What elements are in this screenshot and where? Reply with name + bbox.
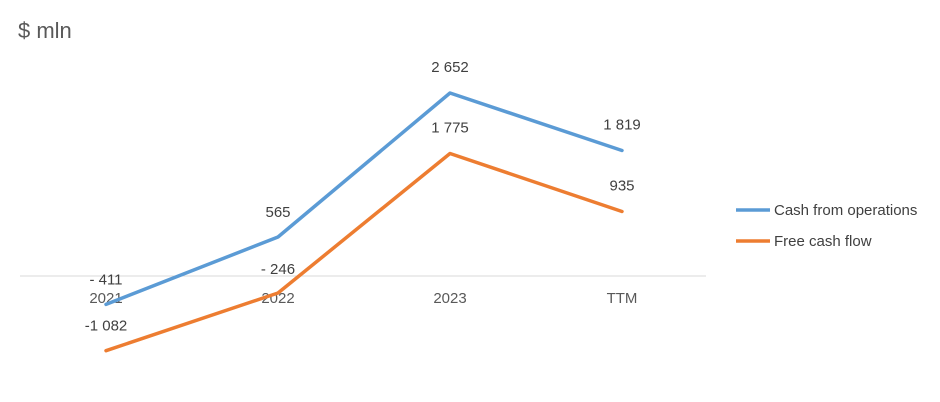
x-tick-label: 2023	[433, 290, 466, 307]
x-tick-label: TTM	[607, 290, 638, 307]
data-label: 935	[609, 177, 634, 194]
data-label: 565	[265, 204, 290, 221]
data-label: 1 775	[431, 120, 469, 137]
legend: Cash from operations Free cash flow	[736, 202, 917, 250]
data-label: 2 652	[431, 59, 469, 76]
series-line-free-cash-flow	[104, 151, 624, 353]
data-label: 1 819	[603, 116, 641, 133]
data-label: - 411	[89, 271, 122, 288]
series-line-cash-from-operations	[104, 91, 624, 307]
data-label: - 246	[261, 261, 295, 278]
legend-label: Cash from operations	[774, 202, 917, 219]
legend-label: Free cash flow	[774, 233, 872, 250]
data-label: -1 082	[85, 318, 128, 335]
unit-label: $ mln	[18, 18, 72, 43]
